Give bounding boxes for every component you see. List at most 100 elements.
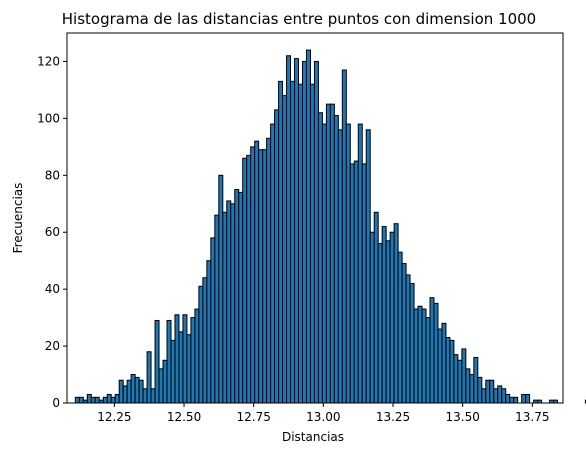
histogram-bar (110, 396, 116, 404)
y-tick-label: 40 (45, 282, 60, 296)
histogram-bar (282, 95, 288, 404)
histogram-bar (429, 297, 435, 404)
histogram-bar (441, 322, 447, 404)
histogram-bar (102, 396, 108, 404)
histogram-bar (254, 140, 260, 404)
histogram-bar (337, 129, 343, 404)
histogram-bar (214, 214, 220, 404)
histogram-bar (130, 374, 136, 404)
histogram-bar (194, 308, 200, 404)
histogram-bar (505, 393, 511, 404)
histogram-bar (94, 396, 100, 404)
histogram-bar (353, 160, 359, 404)
histogram-bar (226, 200, 232, 404)
histogram-bar (357, 123, 363, 404)
histogram-bar (234, 189, 240, 404)
histogram-bar (222, 211, 228, 404)
histogram-bar (493, 388, 499, 404)
bars-group (74, 49, 586, 404)
histogram-bar (162, 359, 168, 404)
histogram-bar (317, 112, 323, 404)
histogram-bar (349, 163, 355, 404)
histogram-bar (250, 146, 256, 404)
histogram-bar (206, 260, 212, 404)
histogram-bar (154, 319, 160, 404)
y-tick-label: 100 (37, 111, 60, 125)
histogram-bar (461, 348, 467, 404)
histogram-bar (445, 337, 451, 404)
histogram-bar (361, 163, 367, 404)
histogram-bar (270, 123, 276, 404)
histogram-bar (258, 149, 264, 404)
histogram-bar (521, 393, 527, 404)
histogram-bar (298, 83, 303, 404)
x-tick-label: 13.75 (515, 410, 549, 424)
histogram-bar (202, 277, 208, 404)
histogram-bar (417, 305, 423, 404)
y-tick-label: 60 (45, 225, 60, 239)
histogram-bar (453, 354, 459, 404)
histogram-bar (86, 393, 92, 404)
histogram-bar (118, 379, 124, 404)
histogram-bar (178, 331, 184, 404)
histogram-bar (481, 388, 487, 404)
histogram-bar (473, 356, 479, 404)
histogram-bar (266, 137, 272, 404)
x-tick-label: 13.50 (446, 410, 480, 424)
histogram-bar (449, 339, 455, 404)
histogram-bar (150, 388, 156, 404)
histogram-bar (142, 388, 148, 404)
histogram-bar (262, 149, 268, 404)
histogram-bar (433, 302, 439, 404)
histogram-bar (238, 191, 244, 404)
histogram-bar (437, 328, 443, 404)
x-tick-label: 13.25 (376, 410, 410, 424)
histogram-bar (174, 314, 180, 404)
histogram-bar (425, 317, 431, 404)
histogram-bar (170, 339, 176, 404)
histogram-bar (381, 226, 387, 404)
histogram-bar (74, 396, 80, 404)
chart-title: Histograma de las distancias entre punto… (62, 10, 536, 28)
histogram-bar (218, 174, 224, 404)
histogram-bar (377, 243, 383, 404)
histogram-bar (325, 103, 331, 404)
histogram-bar (134, 376, 140, 404)
histogram-bar (513, 396, 519, 404)
histogram-bar (301, 60, 307, 404)
histogram-bar (158, 368, 164, 404)
histogram-bar (274, 109, 280, 404)
histogram-bar (341, 69, 347, 404)
histogram-bar (469, 374, 475, 404)
x-axis-ticks: 12.25 12.50 12.75 13.00 13.25 13.50 13.75 (97, 403, 550, 424)
histogram-bar (497, 385, 503, 404)
x-tick-label: 12.25 (97, 410, 131, 424)
histogram-bar (305, 49, 311, 404)
x-axis-label: Distancias (282, 430, 344, 444)
y-tick-label: 120 (37, 54, 60, 68)
histogram-bar (333, 115, 339, 404)
histogram-bar (290, 80, 296, 404)
y-tick-label: 80 (45, 168, 60, 182)
histogram-bar (413, 308, 419, 404)
histogram-bar (525, 393, 531, 404)
histogram-bar (182, 314, 188, 404)
histogram-bar (365, 129, 371, 404)
histogram-bar (90, 396, 96, 404)
histogram-bar (198, 285, 204, 404)
histogram-bar (122, 385, 128, 404)
histogram-bar (373, 211, 379, 404)
histogram-bar (294, 58, 299, 404)
histogram-bar (242, 157, 248, 404)
histogram-bar (501, 388, 507, 404)
histogram-bar (421, 308, 427, 404)
histogram-bar (465, 368, 471, 404)
histogram-bar (393, 223, 399, 404)
histogram-bar (78, 396, 84, 404)
histogram-bar (345, 123, 351, 404)
y-axis-ticks: 0 20 40 60 80 100 120 (37, 54, 67, 410)
y-axis-label: Frecuencias (11, 183, 25, 254)
histogram-bar (146, 351, 152, 404)
histogram-bar (485, 379, 491, 404)
histogram-bar (385, 240, 391, 404)
